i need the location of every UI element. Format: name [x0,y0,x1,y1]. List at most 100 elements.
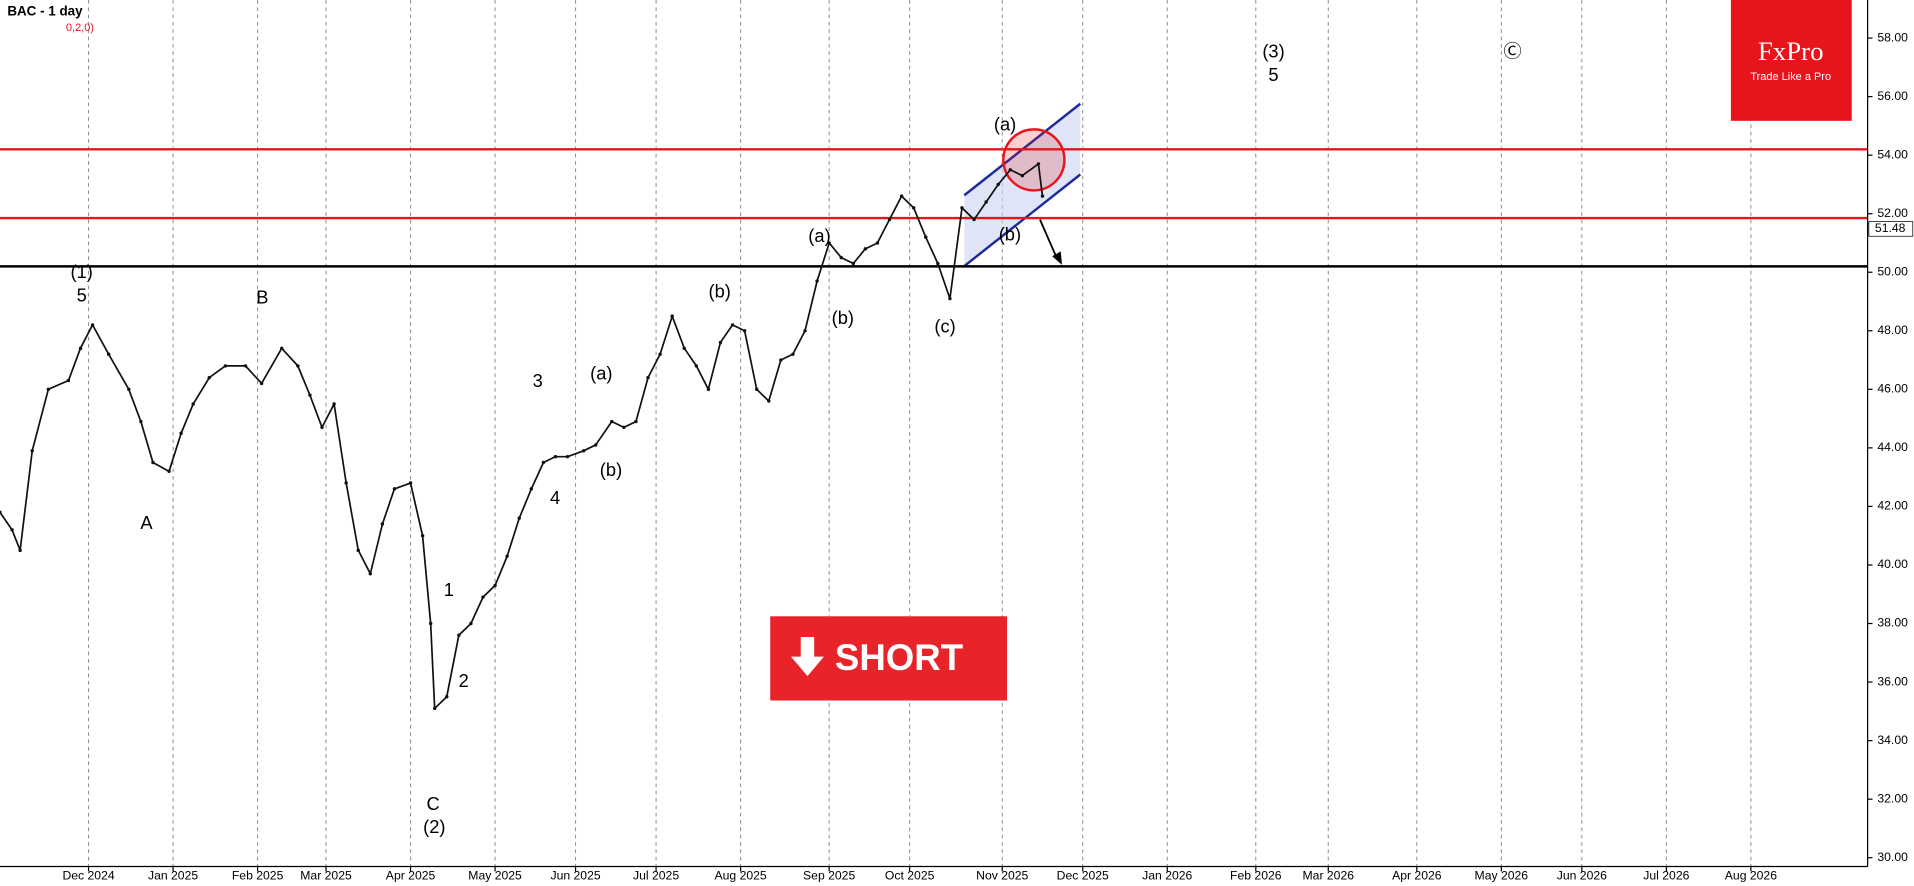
price-point [694,364,699,368]
y-tick-label: 54.00 [1877,147,1908,161]
price-point [541,460,546,465]
price-point [622,425,626,430]
price-point [581,449,586,453]
wave-label: Ⓒ [1503,41,1521,62]
x-tick-label: Jun 2025 [550,868,600,882]
price-point [1036,162,1041,166]
x-tick-label: Oct 2025 [885,868,935,882]
price-point [529,487,534,491]
x-tick-label: Sep 2025 [803,868,855,882]
price-point [996,182,1000,187]
price-point [899,194,904,198]
price-point [658,352,662,356]
wave-label: (a) [994,114,1016,135]
y-tick-label: 32.00 [1877,791,1908,805]
channel-fill [964,103,1081,267]
wave-label: (b) [708,281,730,302]
axis-labels: Dec 2024 Jan 2025 Feb 2025 Mar 2025 Apr 2025… [62,30,1914,882]
price-point [815,279,819,283]
wave-label: 1 [444,579,454,600]
x-tick-label: Apr 2026 [1392,868,1442,882]
y-tick-label: 30.00 [1877,850,1908,864]
wave-label: (b) [832,307,854,328]
price-point [308,393,312,397]
price-point [718,340,723,345]
y-tick-label: 40.00 [1877,557,1908,571]
last-price-label: 51.48 [1875,221,1906,235]
price-point [296,364,300,368]
wave-label: 3 [533,370,543,391]
price-point [682,346,686,351]
price-point [887,217,892,222]
wave-label: (2) [423,816,445,837]
wave-label: (b) [600,459,622,480]
price-point [730,323,735,327]
wave-label: A [140,512,153,533]
price-point [380,522,385,526]
x-tick-label: May 2025 [468,868,522,882]
price-point [207,375,212,380]
channel-lower [963,173,1082,268]
price-point [127,387,131,392]
price-point [960,206,964,210]
price-point [791,352,795,356]
x-tick-label: Dec 2025 [1057,868,1109,882]
price-point [754,387,759,392]
x-tick-label: Jul 2026 [1643,868,1689,882]
price-point [469,621,473,626]
price-point [457,633,461,637]
price-point [223,364,228,368]
price-point [139,419,143,424]
price-point [972,217,976,222]
price-point [408,481,413,485]
y-tick-label: 56.00 [1877,89,1908,103]
price-point [948,296,952,301]
x-tick-label: Nov 2025 [976,868,1028,882]
arrow-head [1052,251,1062,265]
wave-label: (b) [999,223,1021,244]
price-point [332,402,336,406]
wave-label: (1) [71,261,93,282]
wave-label: C [426,793,439,814]
price-point [493,583,497,588]
x-tick-label: Jul 2025 [633,868,679,882]
price-point [356,548,360,553]
price-point [839,255,843,260]
price-point [428,621,433,626]
price-point [320,425,324,430]
short-arrow-icon [790,637,824,677]
short-label: SHORT [835,637,963,678]
x-tick-label: Feb 2025 [232,868,284,882]
price-point [646,375,650,380]
logo-tagline: Trade Like a Pro [1750,71,1831,83]
price-point [90,323,95,327]
y-tick-label: 46.00 [1877,382,1908,396]
y-tick-label: 52.00 [1877,206,1908,220]
price-point [851,261,856,266]
logo-box [1730,0,1852,121]
price-point [936,261,940,266]
price-point [1008,168,1012,172]
price-point [243,364,248,368]
x-tick-label: Jan 2026 [1142,868,1192,882]
y-tick-label: 36.00 [1877,674,1908,688]
price-point [827,241,831,245]
price-point [863,247,868,251]
y-tick-label: 44.00 [1877,440,1908,454]
wave-label: (a) [590,363,612,384]
wave-label: 5 [77,284,87,305]
x-tick-label: Dec 2024 [62,868,114,882]
price-point [344,481,348,485]
y-tick-label: 50.00 [1877,264,1908,278]
x-tick-label: Aug 2025 [715,868,767,882]
price-point [517,516,521,520]
price-point [1020,173,1025,178]
price-point [445,694,449,699]
price-point [779,358,783,362]
price-point [66,378,71,383]
price-point [280,346,284,351]
wave-label: 2 [459,670,469,691]
price-point [46,387,51,392]
price-point [392,487,397,491]
